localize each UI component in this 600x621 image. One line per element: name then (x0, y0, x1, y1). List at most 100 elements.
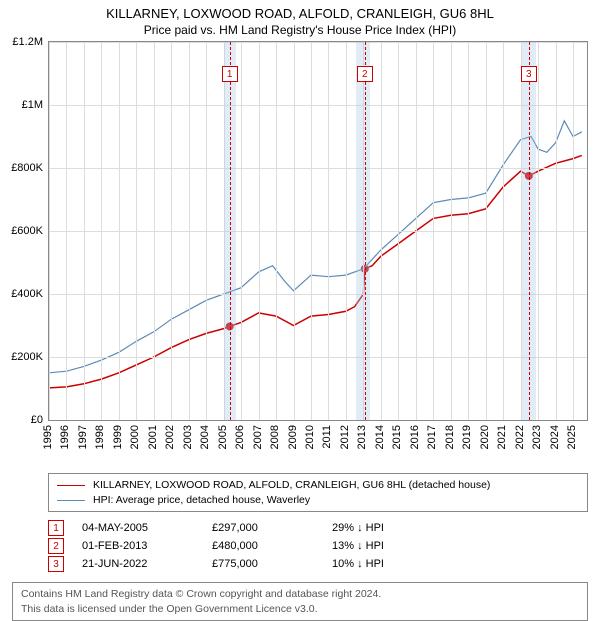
x-tick-label: 2024 (549, 425, 561, 449)
x-tick-label: 2000 (129, 425, 141, 449)
legend-item: HPI: Average price, detached house, Wave… (57, 493, 579, 508)
grid-line-v (241, 42, 242, 420)
table-row: 1 04-MAY-2005 £297,000 29% ↓ HPI (48, 520, 588, 536)
x-axis-labels: 1995199619971998199920002001200220032004… (48, 421, 588, 469)
tx-diff: 10% ↓ HPI (332, 558, 384, 570)
grid-line-v (154, 42, 155, 420)
grid-line-v (101, 42, 102, 420)
tx-marker: 3 (48, 556, 64, 572)
grid-line-v (503, 42, 504, 420)
legend-label: HPI: Average price, detached house, Wave… (93, 493, 310, 508)
x-tick-label: 1999 (112, 425, 124, 449)
tx-date: 04-MAY-2005 (82, 522, 212, 534)
y-tick-label: £800K (11, 162, 49, 174)
x-tick-label: 2022 (514, 425, 526, 449)
chart-area: £0£200K£400K£600K£800K£1M£1.2M123 (48, 41, 588, 421)
x-tick-label: 2008 (269, 425, 281, 449)
grid-line-v (416, 42, 417, 420)
grid-line-v (66, 42, 67, 420)
grid-line-v (538, 42, 539, 420)
grid-line-v (346, 42, 347, 420)
grid-line-v (84, 42, 85, 420)
legend-box: KILLARNEY, LOXWOOD ROAD, ALFOLD, CRANLEI… (48, 473, 588, 512)
x-tick-label: 2023 (531, 425, 543, 449)
attribution-box: Contains HM Land Registry data © Crown c… (12, 582, 588, 620)
highlight-band (356, 42, 370, 420)
x-tick-label: 2009 (287, 425, 299, 449)
y-tick-label: £400K (11, 288, 49, 300)
x-tick-label: 2004 (199, 425, 211, 449)
legend-swatch (57, 500, 85, 501)
grid-line-v (276, 42, 277, 420)
grid-line-v (136, 42, 137, 420)
grid-line-v (468, 42, 469, 420)
x-tick-label: 2016 (409, 425, 421, 449)
series-subject (49, 155, 582, 388)
x-tick-label: 2003 (182, 425, 194, 449)
grid-line-h (49, 294, 587, 295)
grid-line-v (119, 42, 120, 420)
marker-label: 1 (222, 66, 238, 82)
tx-diff: 29% ↓ HPI (332, 522, 384, 534)
x-tick-label: 2017 (426, 425, 438, 449)
x-tick-label: 2002 (164, 425, 176, 449)
x-tick-label: 2015 (391, 425, 403, 449)
tx-date: 01-FEB-2013 (82, 540, 212, 552)
grid-line-v (259, 42, 260, 420)
grid-line-v (451, 42, 452, 420)
marker-label: 2 (357, 66, 373, 82)
grid-line-v (311, 42, 312, 420)
marker-dash (365, 42, 366, 420)
legend-item: KILLARNEY, LOXWOOD ROAD, ALFOLD, CRANLEI… (57, 478, 579, 493)
y-tick-label: £200K (11, 351, 49, 363)
x-tick-label: 2013 (356, 425, 368, 449)
grid-line-v (486, 42, 487, 420)
tx-price: £480,000 (212, 540, 332, 552)
legend-swatch (57, 485, 85, 486)
marker-dash (230, 42, 231, 420)
y-tick-label: £1.2M (12, 36, 49, 48)
grid-line-v (556, 42, 557, 420)
chart-title: KILLARNEY, LOXWOOD ROAD, ALFOLD, CRANLEI… (0, 0, 600, 21)
x-tick-label: 1995 (42, 425, 54, 449)
x-tick-label: 2007 (252, 425, 264, 449)
x-tick-label: 2005 (217, 425, 229, 449)
marker-label: 3 (521, 66, 537, 82)
x-tick-label: 2010 (304, 425, 316, 449)
grid-line-v (49, 42, 50, 420)
grid-line-h (49, 357, 587, 358)
chart-subtitle: Price paid vs. HM Land Registry's House … (0, 21, 600, 41)
tx-diff: 13% ↓ HPI (332, 540, 384, 552)
grid-line-v (573, 42, 574, 420)
x-tick-label: 2019 (461, 425, 473, 449)
grid-line-h (49, 231, 587, 232)
x-tick-label: 2014 (374, 425, 386, 449)
marker-dash (529, 42, 530, 420)
x-tick-label: 2006 (234, 425, 246, 449)
x-tick-label: 1997 (77, 425, 89, 449)
grid-line-v (381, 42, 382, 420)
tx-date: 21-JUN-2022 (82, 558, 212, 570)
table-row: 3 21-JUN-2022 £775,000 10% ↓ HPI (48, 556, 588, 572)
grid-line-h (49, 42, 587, 43)
y-tick-label: £600K (11, 225, 49, 237)
grid-line-v (433, 42, 434, 420)
series-hpi (49, 121, 582, 373)
x-tick-label: 2021 (496, 425, 508, 449)
x-tick-label: 1996 (59, 425, 71, 449)
grid-line-h (49, 105, 587, 106)
x-tick-label: 2018 (444, 425, 456, 449)
x-tick-label: 2011 (321, 425, 333, 449)
x-tick-label: 2012 (339, 425, 351, 449)
attribution-line: This data is licensed under the Open Gov… (21, 602, 579, 616)
tx-price: £775,000 (212, 558, 332, 570)
y-tick-label: £1M (22, 99, 49, 111)
legend-label: KILLARNEY, LOXWOOD ROAD, ALFOLD, CRANLEI… (93, 478, 490, 493)
grid-line-v (294, 42, 295, 420)
grid-line-v (206, 42, 207, 420)
x-tick-label: 2020 (479, 425, 491, 449)
tx-marker: 1 (48, 520, 64, 536)
grid-line-v (328, 42, 329, 420)
tx-price: £297,000 (212, 522, 332, 534)
x-tick-label: 2025 (566, 425, 578, 449)
